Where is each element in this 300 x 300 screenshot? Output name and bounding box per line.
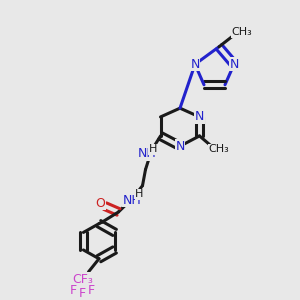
Text: F: F	[88, 284, 95, 297]
Text: N: N	[175, 140, 185, 153]
Text: CH₃: CH₃	[208, 144, 230, 154]
Text: N: N	[229, 58, 239, 71]
Text: N: N	[190, 58, 200, 71]
Text: NH: NH	[138, 147, 156, 160]
Text: CH₃: CH₃	[231, 27, 252, 37]
Text: F: F	[70, 284, 77, 297]
Text: O: O	[96, 197, 105, 210]
Text: NH: NH	[123, 194, 141, 207]
Text: F: F	[79, 287, 86, 300]
Text: N: N	[195, 110, 204, 123]
Text: CF₃: CF₃	[72, 273, 93, 286]
Text: H: H	[135, 189, 144, 200]
Text: H: H	[149, 144, 157, 154]
